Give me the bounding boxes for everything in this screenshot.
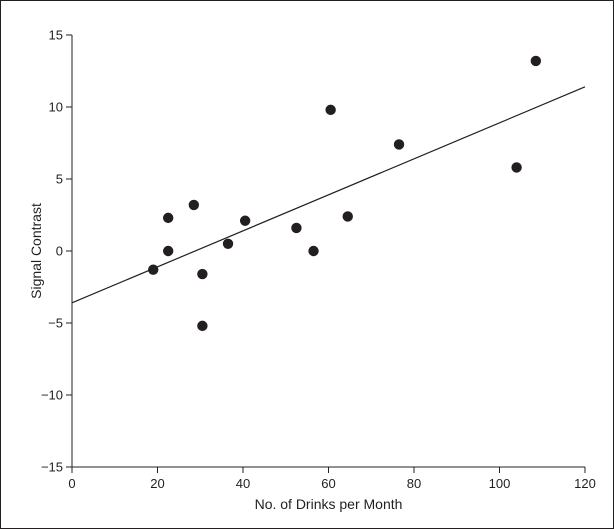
x-tick-label: 100 xyxy=(489,476,511,491)
data-point xyxy=(530,55,542,67)
data-point xyxy=(222,238,234,249)
x-tick-label: 60 xyxy=(321,476,335,491)
data-point xyxy=(511,162,522,173)
x-tick-label: 20 xyxy=(150,476,164,491)
data-point xyxy=(325,104,336,116)
data-point xyxy=(148,264,159,275)
x-tick-label: 120 xyxy=(574,476,596,491)
x-tick-label: 80 xyxy=(407,476,421,491)
data-point xyxy=(162,212,174,224)
y-tick-label: −15 xyxy=(41,460,63,475)
y-tick-label: −5 xyxy=(48,316,63,331)
y-ticks: 15 10 5 0 −5 −10 −15 xyxy=(41,28,72,475)
x-axis-title: No. of Drinks per Month xyxy=(255,496,403,512)
data-point xyxy=(197,268,208,280)
data-points xyxy=(148,55,542,332)
data-point xyxy=(162,245,174,257)
x-ticks: 0 20 40 60 80 100 120 xyxy=(68,467,596,491)
x-tick-label: 40 xyxy=(236,476,250,491)
data-point xyxy=(197,320,208,332)
y-axis-title: Signal Contrast xyxy=(28,203,44,299)
data-point xyxy=(188,199,200,211)
data-point xyxy=(239,215,251,226)
y-tick-label: 15 xyxy=(49,28,63,43)
y-tick-label: 5 xyxy=(56,172,63,187)
y-tick-label: −10 xyxy=(41,388,63,403)
y-tick-label: 0 xyxy=(56,244,63,259)
data-point xyxy=(291,222,302,234)
data-point xyxy=(393,139,405,150)
data-point xyxy=(308,245,319,257)
y-tick-label: 10 xyxy=(49,100,63,115)
x-tick-label: 0 xyxy=(68,476,75,491)
data-point xyxy=(342,211,353,222)
